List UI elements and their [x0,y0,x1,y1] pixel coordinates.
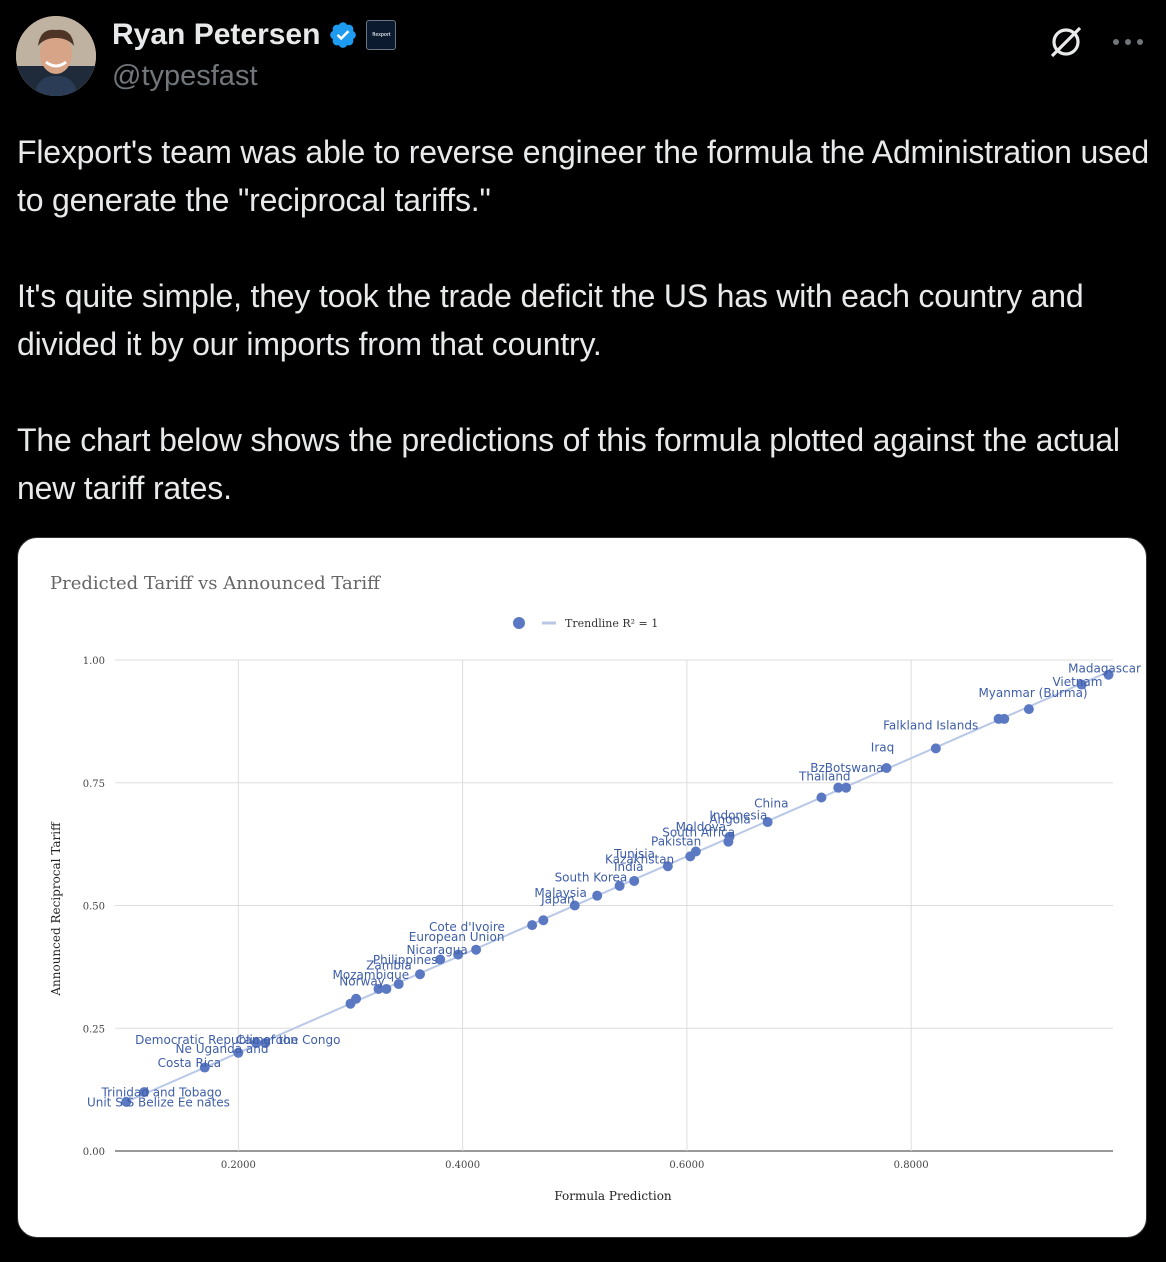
author-name-row[interactable]: Ryan Petersen flexport [112,18,397,52]
chart-image[interactable]: Predicted Tariff vs Announced Tariff Tre… [17,537,1147,1238]
avatar[interactable] [16,16,96,96]
tweet-paragraph: The chart below shows the predictions of… [17,422,1120,506]
point-label: Japan [540,893,574,907]
data-point [538,915,549,926]
point-label: Myanmar (Burma) [978,686,1087,700]
data-point [199,1062,210,1073]
points [121,669,1114,1107]
flexport-badge-icon[interactable]: flexport [366,20,397,50]
data-point [614,880,625,891]
data-point [435,954,446,965]
point-label: India [614,860,643,874]
grok-icon[interactable] [1046,22,1086,62]
point-label: Philippines [373,953,438,967]
data-point [260,1037,271,1048]
point-label: Falkland Islands [883,719,978,733]
data-point [351,993,362,1004]
point-label: Trinidad and Tobago [101,1085,222,1099]
point-label: Tunisia [613,847,655,861]
point-label: Thailand [798,769,851,783]
more-icon[interactable] [1108,30,1148,54]
data-point [381,983,392,994]
point-label: Zambia [366,958,412,972]
point-label: Malaysia [534,886,586,900]
point-label: European Union [409,930,505,944]
data-point [139,1087,150,1098]
point-label: Vietnam [1052,675,1102,689]
scatter-chart: Predicted Tariff vs Announced Tariff Tre… [49,573,1141,1203]
data-point [393,979,404,990]
point-label: Angola [709,813,750,827]
point-label: Ne Uganda and [176,1042,269,1056]
y-tick-label: 1.00 [83,656,105,667]
x-tick-label: 0.6000 [669,1160,704,1171]
point-label: South Africa [662,825,735,839]
data-point [1023,704,1034,715]
data-point [833,782,844,793]
data-point [233,1047,244,1058]
legend-label: Trendline R² = 1 [565,617,658,630]
y-tick-label: 0.00 [83,1147,105,1158]
data-point [930,743,941,754]
data-point [453,949,464,960]
point-label: Cameroon [236,1033,298,1047]
data-point [762,817,773,828]
point-label: Pakistan [651,835,701,849]
data-point [471,944,482,955]
x-tick-label: 0.8000 [894,1160,929,1171]
point-label: Indonesia [709,809,767,823]
data-point [629,875,640,886]
y-tick-label: 0.75 [83,779,105,790]
data-point [121,1096,132,1107]
data-point [251,1037,262,1048]
point-label: Nicaragua [407,943,468,957]
x-axis-label: Formula Prediction [554,1189,672,1203]
tweet-text: Flexport's team was able to reverse engi… [17,128,1157,512]
x-tick-label: 0.4000 [445,1160,480,1171]
data-point [1103,669,1114,680]
data-point [690,846,701,857]
chart-title: Predicted Tariff vs Announced Tariff [50,573,381,594]
grid [115,659,1113,1152]
data-point [724,831,735,842]
y-tick-label: 0.50 [83,902,105,913]
data-point [592,890,603,901]
data-point [1076,679,1087,690]
data-point [816,792,827,803]
data-point [999,713,1010,724]
verified-badge-icon [330,22,357,48]
tweet-paragraph: It's quite simple, they took the trade d… [17,278,1084,362]
data-point [881,763,892,774]
point-label: Norway [339,975,385,989]
data-point [373,983,384,994]
point-label: Cote d'Ivoire [429,920,505,934]
point-label: Madagascar [1068,661,1141,675]
point-label: Costa Rica [158,1056,221,1070]
point-label: Democratic Republic of the Congo [135,1033,340,1047]
point-label: Mozambique [333,968,410,982]
author-handle[interactable]: @typesfast [112,60,258,92]
data-point [569,900,580,911]
point-label: China [754,796,788,810]
ticks: 0.00 0.25 0.50 0.75 1.00 0.2000 0.4000 0.6000 0.… [83,656,929,1171]
point-label: Iraq [871,740,894,754]
author-name[interactable]: Ryan Petersen [112,18,321,51]
data-point [662,861,673,872]
point-label: BzBotswana [810,761,883,775]
point-label: Unit S S Belize Ee nates [87,1095,230,1109]
tweet-paragraph: Flexport's team was able to reverse engi… [17,134,1150,218]
y-axis-label: Announced Reciprocal Tariff [49,821,63,997]
point-label: Kazakhstan [605,852,674,866]
point-label: South Korea [555,870,628,884]
data-point [841,782,852,793]
data-point [527,920,538,931]
data-point [415,969,426,980]
y-tick-label: 0.25 [83,1024,105,1035]
x-tick-label: 0.2000 [221,1160,256,1171]
legend-point-marker [513,617,525,629]
point-label: Moldova [676,820,726,834]
